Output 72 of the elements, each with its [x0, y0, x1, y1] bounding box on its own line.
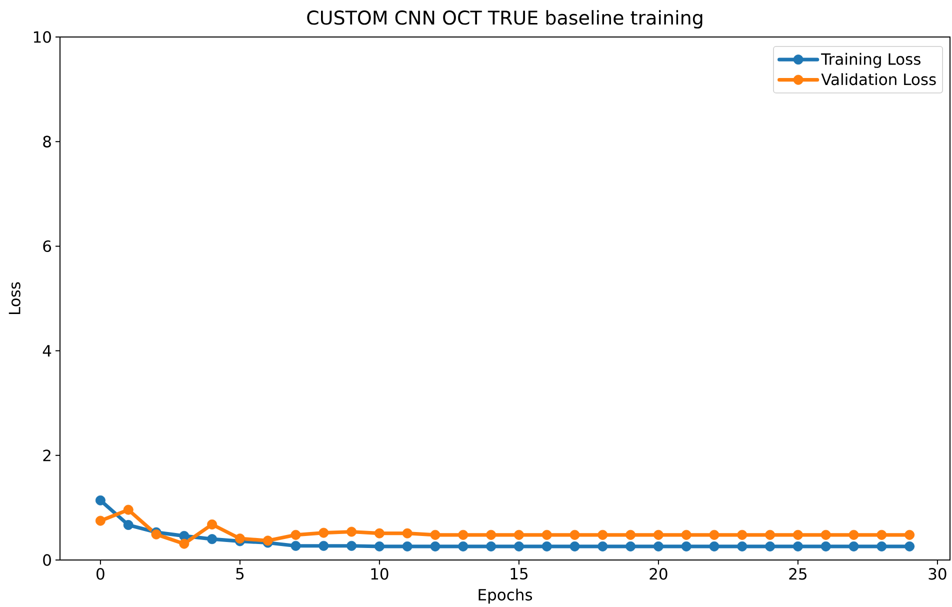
- point: [876, 541, 887, 552]
- point: [346, 540, 357, 551]
- y-tick-label: 0: [43, 554, 51, 566]
- point: [792, 541, 803, 552]
- y-axis-title: Loss: [8, 282, 20, 314]
- point: [123, 520, 134, 530]
- point: [792, 530, 803, 540]
- x-axis-title: Epochs: [478, 588, 532, 604]
- point: [653, 541, 664, 552]
- point: [458, 541, 468, 552]
- y-tick-label: 10: [34, 31, 51, 43]
- point: [737, 530, 748, 540]
- point: [402, 541, 412, 552]
- y-tick-label: 8: [43, 136, 51, 148]
- point: [709, 530, 720, 540]
- point: [765, 541, 776, 552]
- point: [820, 541, 831, 552]
- point: [514, 530, 524, 540]
- point: [542, 541, 552, 552]
- point: [402, 528, 412, 538]
- point: [848, 541, 859, 552]
- point: [709, 541, 720, 552]
- x-tick-label: 25: [789, 568, 806, 580]
- point: [318, 540, 329, 551]
- point: [681, 530, 692, 540]
- chart-title: CUSTOM CNN OCT TRUE baseline training: [307, 10, 702, 28]
- point: [598, 530, 608, 540]
- point: [123, 504, 134, 515]
- y-tick-label: 6: [43, 240, 52, 252]
- x-tick-label: 10: [371, 568, 388, 580]
- point: [876, 530, 887, 540]
- point: [626, 541, 636, 552]
- x-tick-label: 30: [928, 568, 946, 580]
- point: [570, 530, 580, 540]
- point: [234, 534, 245, 544]
- point: [179, 538, 190, 549]
- legend-label: Training Loss: [821, 52, 920, 68]
- x-tick-label: 15: [510, 568, 528, 580]
- point: [653, 530, 664, 540]
- point: [904, 530, 915, 540]
- point: [486, 541, 496, 552]
- legend-label: Validation Loss: [821, 73, 936, 86]
- x-tick-label: 20: [650, 568, 668, 580]
- point: [374, 528, 384, 538]
- point: [346, 526, 357, 537]
- x-tick-label: 5: [236, 568, 244, 580]
- point: [737, 541, 748, 552]
- point: [570, 541, 580, 552]
- point: [765, 530, 776, 540]
- point: [820, 530, 831, 540]
- point: [290, 530, 301, 540]
- y-tick-label: 4: [42, 345, 52, 356]
- point: [290, 540, 301, 551]
- y-tick-label: 2: [43, 450, 50, 462]
- point: [207, 519, 218, 530]
- point: [681, 541, 692, 552]
- point: [626, 530, 636, 540]
- point: [430, 541, 440, 552]
- point: [318, 528, 329, 538]
- point: [430, 530, 440, 540]
- point: [486, 530, 496, 540]
- point: [95, 495, 106, 506]
- point: [904, 541, 915, 552]
- point: [458, 530, 468, 540]
- point: [374, 541, 384, 552]
- point: [95, 516, 106, 526]
- point: [514, 541, 524, 552]
- point: [598, 541, 608, 552]
- point: [848, 530, 859, 540]
- x-tick-label: 0: [96, 568, 104, 580]
- point: [207, 534, 218, 544]
- point: [542, 530, 552, 540]
